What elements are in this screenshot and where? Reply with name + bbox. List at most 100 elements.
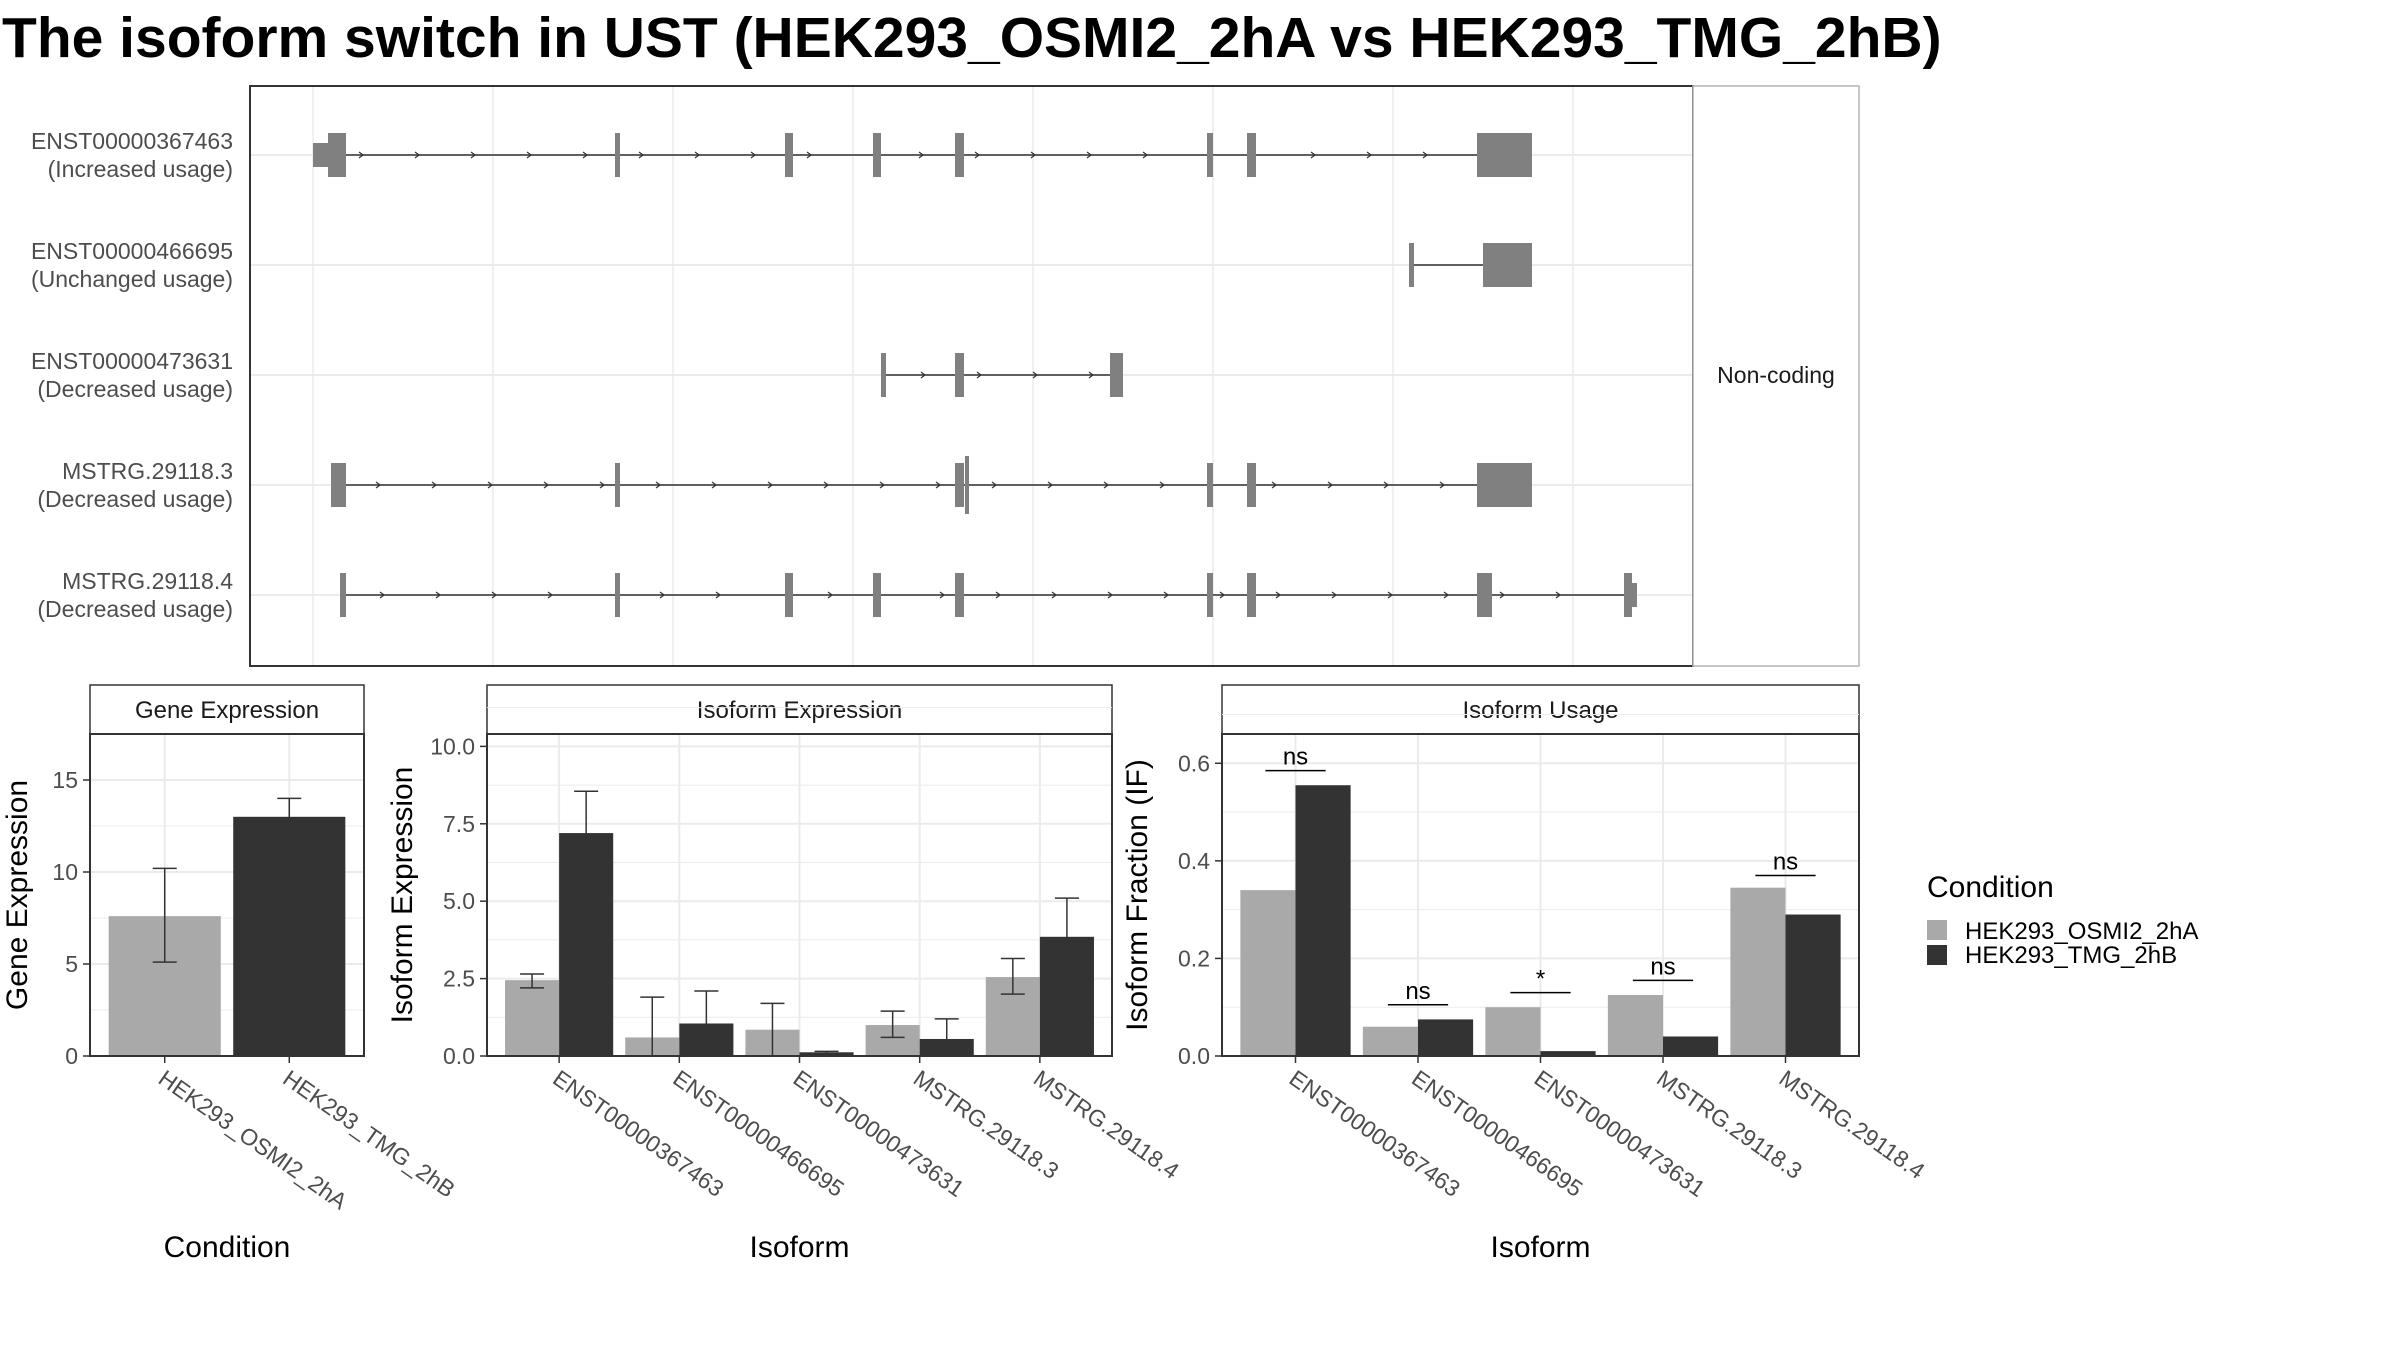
panel-title: Gene Expression <box>135 697 319 724</box>
direction-arrow <box>827 591 833 599</box>
legend-swatch-a <box>1927 920 1947 940</box>
direction-arrow <box>976 371 982 379</box>
legend-title: Condition <box>1927 871 2054 904</box>
y-tick-label: 0.0 <box>443 1043 475 1069</box>
direction-arrow <box>375 481 381 489</box>
panel-border <box>89 733 365 1057</box>
bars <box>1240 785 1841 1056</box>
legend-label-b: HEK293_TMG_2hB <box>1965 942 2177 969</box>
strip-box <box>1692 85 1860 667</box>
direction-arrow <box>823 481 829 489</box>
exon-block <box>1477 463 1532 507</box>
direction-arrow <box>1047 481 1053 489</box>
transcript-id-label: MSTRG.29118.3 <box>62 458 233 484</box>
y-tick-label: 5.0 <box>443 888 475 914</box>
y-axis-title: Gene Expression <box>1 780 34 1010</box>
direction-arrow <box>694 151 700 159</box>
direction-arrow <box>1366 151 1372 159</box>
transcript-model <box>331 456 1532 514</box>
direction-arrow <box>1443 591 1449 599</box>
y-axis: 0.0 0.2 0.4 0.6 Isoform Fraction (IF) <box>1121 750 1222 1069</box>
direction-arrow <box>1499 591 1505 599</box>
x-axis-title: Condition <box>164 1231 291 1264</box>
exon-block <box>1483 243 1532 287</box>
transcript-usage-label: (Decreased usage) <box>37 596 233 622</box>
transcript-id-label: ENST00000466695 <box>31 238 233 264</box>
direction-arrow <box>879 481 885 489</box>
transcript-model <box>881 353 1123 397</box>
exon-block <box>331 463 346 507</box>
exon-block <box>615 133 620 177</box>
bar <box>1785 914 1841 1056</box>
direction-arrow <box>1439 481 1445 489</box>
y-axis-title: Isoform Expression <box>386 767 419 1024</box>
direction-arrow <box>1142 151 1148 159</box>
direction-arrow <box>1383 481 1389 489</box>
y-tick-label: 2.5 <box>443 966 475 992</box>
direction-arrow <box>599 481 605 489</box>
exon-block <box>1477 133 1532 177</box>
exon-block <box>785 133 793 177</box>
exon-block <box>615 463 620 507</box>
y-axis: 0 5 10 15 Gene Expression <box>1 767 90 1069</box>
direction-arrow <box>431 481 437 489</box>
exon-block <box>955 463 964 507</box>
bar <box>1362 1026 1418 1056</box>
y-axis-title: Isoform Fraction (IF) <box>1121 759 1154 1031</box>
direction-arrow <box>1159 481 1165 489</box>
y-tick-label: 15 <box>52 767 78 793</box>
direction-arrow <box>1555 591 1561 599</box>
significance-label: ns <box>1405 978 1430 1005</box>
y-tick-label: 5 <box>65 951 78 977</box>
exon-block <box>340 573 346 617</box>
bars <box>108 797 346 1056</box>
direction-arrow <box>1086 151 1092 159</box>
exon-block <box>881 353 886 397</box>
transcript-usage-label: (Increased usage) <box>48 156 233 182</box>
direction-arrow <box>935 481 941 489</box>
direction-arrow <box>1331 591 1337 599</box>
annotations: ns ns * ns ns <box>1265 744 1816 1006</box>
exon-block <box>1247 573 1256 617</box>
direction-arrow <box>358 151 364 159</box>
direction-arrow <box>491 591 497 599</box>
bar <box>1295 785 1351 1056</box>
direction-arrow <box>767 481 773 489</box>
direction-arrow <box>655 481 661 489</box>
transcript-model <box>313 133 1532 177</box>
transcript-usage-label: (Decreased usage) <box>37 486 233 512</box>
direction-arrow <box>414 151 420 159</box>
direction-arrow <box>711 481 717 489</box>
bar <box>1240 890 1296 1056</box>
legend: Condition HEK293_OSMI2_2hA HEK293_TMG_2h… <box>1927 871 2198 969</box>
panel-title: Isoform Expression <box>697 697 902 724</box>
isoform-usage-panel: Isoform Usage ns ns * ns ns 0.0 0.2 0.4 0.6 Isofor… <box>1121 684 1930 1264</box>
significance-label: ns <box>1650 953 1675 980</box>
bar <box>1540 1051 1596 1056</box>
transcript-usage-label: (Decreased usage) <box>37 376 233 402</box>
direction-arrow <box>547 591 553 599</box>
x-axis-title: Isoform <box>1490 1231 1590 1264</box>
bar <box>1607 995 1663 1056</box>
direction-arrow <box>1422 151 1428 159</box>
y-tick-label: 0.4 <box>1178 848 1210 874</box>
direction-arrow <box>543 481 549 489</box>
direction-arrow <box>1032 371 1038 379</box>
direction-arrow <box>638 151 644 159</box>
significance-label: ns <box>1773 848 1798 875</box>
direction-arrow <box>582 151 588 159</box>
significance-label: ns <box>1283 744 1308 771</box>
direction-arrow <box>715 591 721 599</box>
transcript-model <box>1409 243 1532 287</box>
transcript-id-label: ENST00000367463 <box>31 128 233 154</box>
bar <box>1485 1007 1541 1056</box>
direction-arrow <box>1219 591 1225 599</box>
direction-arrow <box>939 591 945 599</box>
transcript-structure-panel: Non-coding ENST00000367463(Increased usa… <box>31 85 1860 667</box>
y-tick-label: 7.5 <box>443 811 475 837</box>
exon-block <box>328 133 346 177</box>
transcript-model <box>340 573 1637 617</box>
exon-block <box>873 573 881 617</box>
direction-arrow <box>995 591 1001 599</box>
